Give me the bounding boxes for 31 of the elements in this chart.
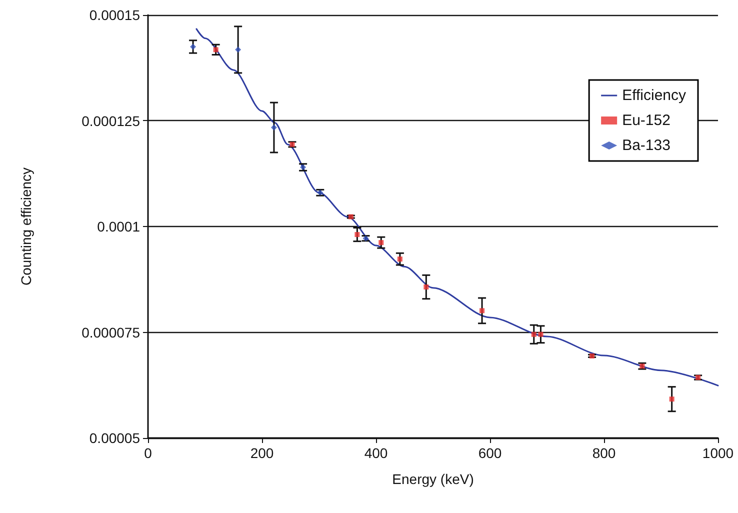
line-series xyxy=(196,28,719,386)
x-tick-label: 0 xyxy=(144,445,152,461)
point xyxy=(235,46,242,53)
x-tick-label: 200 xyxy=(250,445,274,461)
point xyxy=(270,124,277,131)
legend-label: Ba-133 xyxy=(622,137,670,154)
x-tick-label: 800 xyxy=(592,445,616,461)
point xyxy=(378,240,384,246)
y-tick-label: 0.000125 xyxy=(82,112,140,129)
point xyxy=(669,396,674,402)
point xyxy=(538,332,544,337)
y-tick-label: 0.000075 xyxy=(82,324,140,340)
point xyxy=(531,332,536,337)
y-tick-label: 0.0001 xyxy=(97,218,140,234)
point xyxy=(397,256,402,262)
x-tick-label: 600 xyxy=(478,445,502,461)
point xyxy=(480,308,485,314)
point xyxy=(424,284,429,290)
point xyxy=(213,47,218,52)
point xyxy=(317,190,324,196)
x-axis-title: Energy (keV) xyxy=(392,471,474,487)
point xyxy=(354,232,360,238)
point xyxy=(300,164,306,170)
legend-label: Efficiency xyxy=(622,87,686,104)
point xyxy=(190,44,196,50)
y-tick-label: 0.00015 xyxy=(89,7,140,23)
y-tick-label: 0.00005 xyxy=(89,430,140,446)
legend-label: Eu-152 xyxy=(622,112,670,129)
y-axis-title: Counting efficiency xyxy=(18,167,34,286)
x-tick-label: 400 xyxy=(364,445,388,461)
x-tick-label: 1000 xyxy=(702,445,734,461)
